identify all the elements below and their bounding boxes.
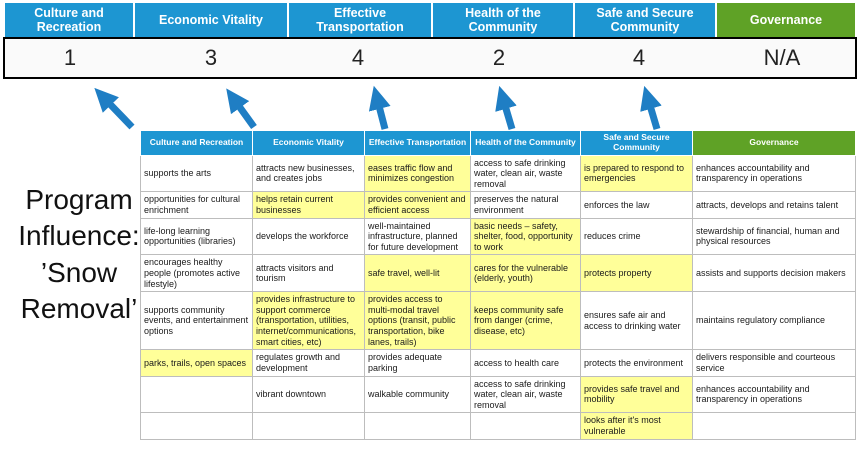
matrix-cell: basic needs – safety, shelter, food, opp… — [470, 217, 581, 256]
matrix-cell: eases traffic flow and minimizes congest… — [364, 154, 471, 193]
program-influence-label: Program Influence: ’Snow Removal’ — [18, 184, 140, 325]
up-arrow-icon — [495, 85, 517, 130]
score-arrows — [94, 85, 662, 130]
matrix-cell: cares for the vulnerable (elderly, youth… — [470, 254, 581, 293]
matrix-header-cell: Governance — [692, 130, 856, 156]
influence-matrix: Culture and Recreation Economic Vitality E… — [140, 130, 856, 440]
column-header-health-of-the-community: Health of the Community — [433, 3, 573, 37]
matrix-header-cell: Culture and Recreation — [140, 130, 253, 156]
matrix-cell — [364, 412, 471, 440]
score-health-of-the-community: 2 — [492, 45, 506, 70]
matrix-cell: access to health care — [470, 349, 581, 377]
matrix-cell: access to safe drinking water, clean air… — [470, 154, 581, 193]
matrix-row: supports community events, and entertain… — [140, 291, 856, 351]
matrix-cell — [692, 412, 856, 440]
column-header-safe-and-secure-community: Safe and Secure Community — [575, 3, 715, 37]
score-culture-and-recreation: 1 — [63, 45, 77, 70]
matrix-cell: preserves the natural environment — [470, 191, 581, 219]
matrix-cell — [140, 375, 253, 414]
matrix-header-cell: Health of the Community — [470, 130, 581, 156]
up-arrow-icon — [94, 87, 135, 130]
score-economic-vitality: 3 — [204, 45, 218, 70]
matrix-cell: supports the arts — [140, 154, 253, 193]
matrix-cell: protects the environment — [580, 349, 693, 377]
matrix-row: vibrant downtown walkable community access… — [140, 375, 856, 414]
matrix-cell: vibrant downtown — [252, 375, 365, 414]
matrix-cell: looks after it's most vulnerable — [580, 412, 693, 440]
matrix-cell: encourages healthy people (promotes acti… — [140, 254, 253, 293]
matrix-cell: walkable community — [364, 375, 471, 414]
matrix-row: encourages healthy people (promotes acti… — [140, 254, 856, 293]
matrix-cell: maintains regulatory compliance — [692, 291, 856, 351]
matrix-cell: provides adequate parking — [364, 349, 471, 377]
matrix-cell: provides safe travel and mobility — [580, 375, 693, 414]
scoreboard-values-row: 1 3 4 2 4 N/A — [3, 37, 857, 79]
matrix-cell: safe travel, well-lit — [364, 254, 471, 293]
matrix-cell: regulates growth and development — [252, 349, 365, 377]
matrix-row: looks after it's most vulnerable — [140, 412, 856, 440]
up-arrow-icon — [226, 88, 257, 130]
matrix-cell: is prepared to respond to emergencies — [580, 154, 693, 193]
matrix-cell: access to safe drinking water, clean air… — [470, 375, 581, 414]
up-arrow-icon — [640, 85, 662, 130]
matrix-cell: assists and supports decision makers — [692, 254, 856, 293]
matrix-cell: develops the workforce — [252, 217, 365, 256]
column-header-economic-vitality: Economic Vitality — [135, 3, 287, 37]
matrix-cell: well-maintained infrastructure, planned … — [364, 217, 471, 256]
matrix-header-cell: Safe and Secure Community — [580, 130, 693, 156]
scoreboard-header-row: Culture and Recreation Economic Vitality… — [5, 3, 855, 37]
matrix-cell: parks, trails, open spaces — [140, 349, 253, 377]
matrix-header-cell: Effective Transportation — [364, 130, 471, 156]
up-arrow-icon — [368, 85, 391, 130]
matrix-cell — [470, 412, 581, 440]
matrix-cell: delivers responsible and courteous servi… — [692, 349, 856, 377]
matrix-cell: supports community events, and entertain… — [140, 291, 253, 351]
score-effective-transportation: 4 — [351, 45, 365, 70]
matrix-header-cell: Economic Vitality — [252, 130, 365, 156]
matrix-cell: attracts visitors and tourism — [252, 254, 365, 293]
matrix-cell: keeps community safe from danger (crime,… — [470, 291, 581, 351]
matrix-cell: attracts, develops and retains talent — [692, 191, 856, 219]
matrix-cell: opportunities for cultural enrichment — [140, 191, 253, 219]
matrix-cell: provides infrastructure to support comme… — [252, 291, 365, 351]
matrix-cell: reduces crime — [580, 217, 693, 256]
matrix-cell: stewardship of financial, human and phys… — [692, 217, 856, 256]
matrix-cell: enforces the law — [580, 191, 693, 219]
matrix-row: life-long learning opportunities (librar… — [140, 217, 856, 256]
matrix-cell: provides access to multi-modal travel op… — [364, 291, 471, 351]
matrix-header-row: Culture and Recreation Economic Vitality E… — [140, 130, 856, 156]
matrix-cell: ensures safe air and access to drinking … — [580, 291, 693, 351]
column-header-culture-and-recreation: Culture and Recreation — [5, 3, 133, 37]
column-header-governance: Governance — [717, 3, 855, 37]
matrix-row: opportunities for cultural enrichment hel… — [140, 191, 856, 219]
matrix-cell: provides convenient and efficient access — [364, 191, 471, 219]
matrix-cell: helps retain current businesses — [252, 191, 365, 219]
matrix-cell — [140, 412, 253, 440]
matrix-cell: enhances accountability and transparency… — [692, 375, 856, 414]
score-safe-and-secure-community: 4 — [632, 45, 646, 70]
matrix-row: parks, trails, open spaces regulates grow… — [140, 349, 856, 377]
matrix-row: supports the arts attracts new businesses… — [140, 154, 856, 193]
matrix-cell: protects property — [580, 254, 693, 293]
score-governance: N/A — [763, 45, 801, 70]
matrix-cell: life-long learning opportunities (librar… — [140, 217, 253, 256]
matrix-cell: attracts new businesses, and creates job… — [252, 154, 365, 193]
column-header-effective-transportation: Effective Transportation — [289, 3, 431, 37]
matrix-cell: enhances accountability and transparency… — [692, 154, 856, 193]
influence-matrix-table: Culture and Recreation Economic Vitality E… — [140, 130, 856, 440]
matrix-cell — [252, 412, 365, 440]
